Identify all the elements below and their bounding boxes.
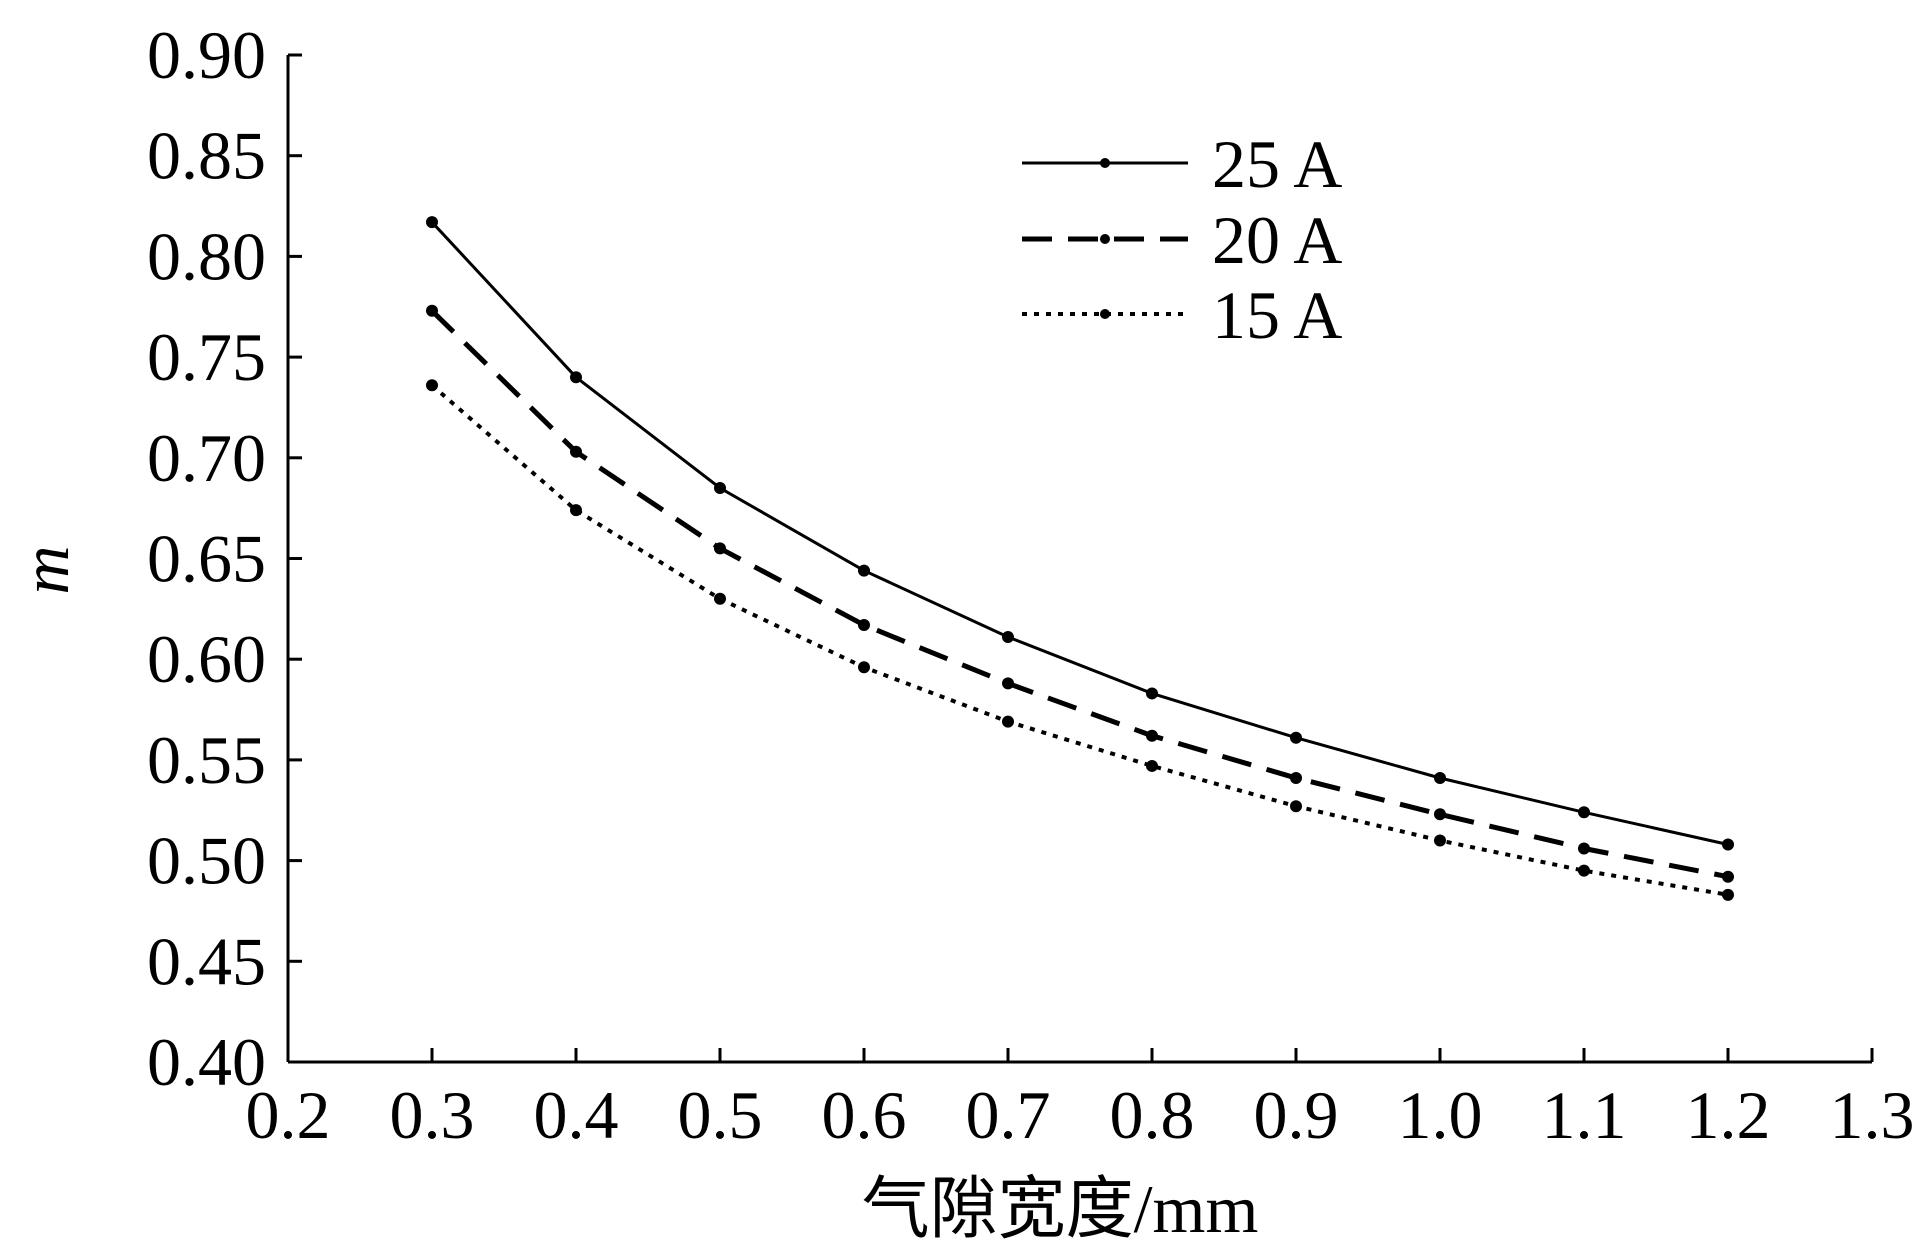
y-tick-label: 0.65 bbox=[147, 521, 266, 597]
series-line bbox=[430, 309, 1729, 880]
y-axis-title: m bbox=[7, 545, 83, 594]
x-axis-ticks: 0.2 0.3 0.4 0.5 0.6 0.7 0.8 0.9 1.0 1.1 1.2 1.3 bbox=[246, 1048, 1915, 1153]
legend: 25 A20 A15 A bbox=[1022, 126, 1342, 353]
y-axis-ticks: 0.40 0.45 0.50 0.55 0.60 0.65 0.70 0.75 0.80 0.85… bbox=[147, 17, 302, 1100]
axes bbox=[286, 55, 1872, 1064]
y-tick-label: 0.60 bbox=[147, 621, 266, 697]
y-tick-label: 0.55 bbox=[147, 722, 266, 798]
y-tick-label: 0.50 bbox=[147, 823, 266, 899]
data-point bbox=[1146, 759, 1158, 772]
series-line bbox=[430, 383, 1729, 897]
data-point bbox=[1578, 842, 1590, 855]
x-tick-label: 0.9 bbox=[1254, 1077, 1339, 1153]
data-point bbox=[426, 379, 438, 392]
y-tick-label: 0.90 bbox=[147, 17, 266, 93]
data-point bbox=[1722, 870, 1734, 883]
data-point bbox=[1290, 800, 1302, 813]
data-point bbox=[1002, 715, 1014, 728]
series-25a bbox=[426, 216, 1734, 851]
data-point bbox=[570, 371, 582, 384]
x-tick-label: 0.5 bbox=[678, 1077, 763, 1153]
data-point bbox=[570, 445, 582, 458]
legend-marker bbox=[1100, 234, 1110, 244]
data-point bbox=[858, 564, 870, 577]
series-15a bbox=[426, 379, 1734, 901]
data-point bbox=[1002, 631, 1014, 644]
y-tick-label: 0.80 bbox=[147, 218, 266, 294]
data-point bbox=[1290, 731, 1302, 744]
data-point bbox=[426, 304, 438, 317]
x-tick-label: 1.3 bbox=[1830, 1077, 1915, 1153]
y-tick-label: 0.70 bbox=[147, 420, 266, 496]
x-tick-label: 0.3 bbox=[390, 1077, 475, 1153]
y-tick-label: 0.40 bbox=[147, 1024, 266, 1100]
data-point bbox=[570, 504, 582, 517]
y-tick-label: 0.85 bbox=[147, 118, 266, 194]
data-point bbox=[1146, 687, 1158, 700]
data-point bbox=[1434, 808, 1446, 821]
series-20a bbox=[426, 304, 1734, 883]
legend-label: 20 A bbox=[1212, 202, 1342, 278]
data-point bbox=[1146, 729, 1158, 742]
series-line bbox=[430, 221, 1729, 846]
data-point bbox=[426, 216, 438, 229]
legend-marker bbox=[1100, 309, 1110, 319]
data-point bbox=[858, 661, 870, 674]
data-point bbox=[714, 482, 726, 495]
x-tick-label: 0.6 bbox=[822, 1077, 907, 1153]
data-point bbox=[1722, 888, 1734, 901]
x-tick-label: 0.2 bbox=[246, 1077, 331, 1153]
legend-label: 15 A bbox=[1212, 277, 1342, 353]
legend-marker bbox=[1100, 158, 1110, 168]
x-tick-label: 1.0 bbox=[1398, 1077, 1483, 1153]
data-point bbox=[714, 592, 726, 605]
data-point bbox=[858, 618, 870, 631]
x-tick-label: 0.4 bbox=[534, 1077, 619, 1153]
data-point bbox=[1290, 772, 1302, 785]
x-tick-label: 0.7 bbox=[966, 1077, 1051, 1153]
data-point bbox=[1002, 677, 1014, 690]
data-point bbox=[1578, 806, 1590, 819]
data-point bbox=[1434, 772, 1446, 785]
y-tick-label: 0.75 bbox=[147, 319, 266, 395]
data-point bbox=[1722, 838, 1734, 851]
legend-label: 25 A bbox=[1212, 126, 1342, 202]
x-tick-label: 1.1 bbox=[1542, 1077, 1627, 1153]
data-point bbox=[1434, 834, 1446, 847]
series-group bbox=[426, 216, 1734, 901]
x-axis-title: 气隙宽度/mm bbox=[862, 1171, 1259, 1247]
data-point bbox=[714, 542, 726, 555]
x-tick-label: 1.2 bbox=[1686, 1077, 1771, 1153]
x-tick-label: 0.8 bbox=[1110, 1077, 1195, 1153]
data-point bbox=[1578, 864, 1590, 877]
y-tick-label: 0.45 bbox=[147, 923, 266, 999]
